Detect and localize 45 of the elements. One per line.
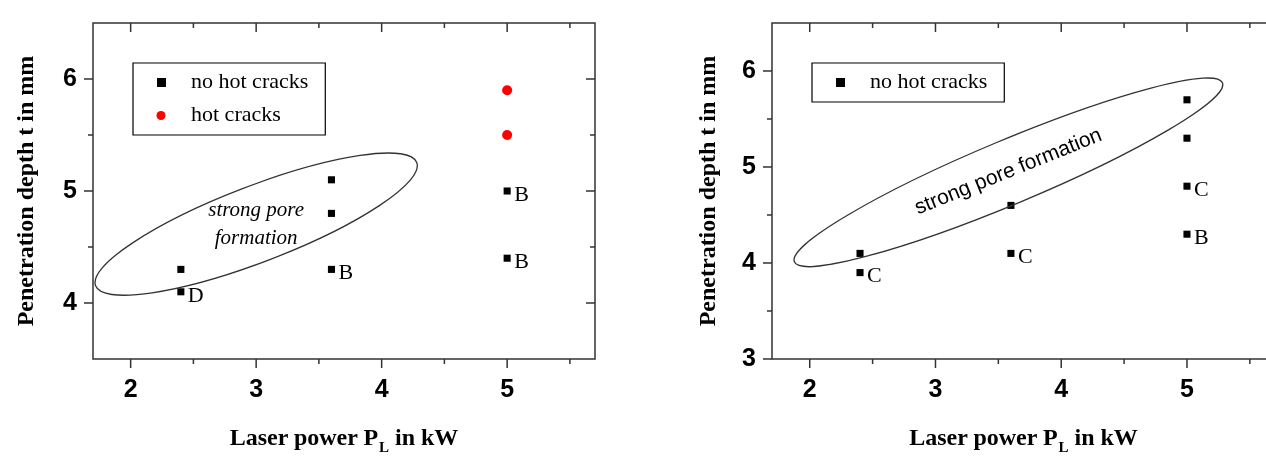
x-tick-label: 4 (1054, 373, 1069, 402)
y-axis-title: Penetration depth t in mm (693, 55, 720, 327)
point (327, 176, 335, 184)
x-tick-label: 5 (500, 373, 515, 402)
x-tick-label: 4 (374, 373, 389, 402)
point (327, 265, 335, 273)
point (327, 209, 335, 217)
y-tick-label: 4 (742, 246, 757, 275)
legend-label: no hot cracks (870, 68, 988, 94)
point (856, 269, 864, 277)
point (503, 254, 511, 262)
annotation: C (1017, 243, 1033, 269)
point (1183, 96, 1191, 104)
x-tick-label: 3 (249, 373, 264, 402)
annotation: B (514, 247, 529, 273)
point (1007, 249, 1015, 257)
y-tick-label: 5 (63, 174, 78, 203)
y-axis-title: Penetration depth t in mm (11, 55, 38, 327)
point (177, 288, 185, 296)
annotation: B (338, 259, 354, 285)
point (1183, 182, 1191, 190)
y-tick-label: 3 (742, 342, 756, 371)
annotation: strong pore formation (208, 197, 305, 250)
x-tick-label: 2 (802, 373, 817, 402)
annotation: B (514, 180, 529, 206)
point (856, 249, 864, 257)
point (177, 265, 185, 273)
point (502, 130, 513, 140)
y-tick-label: 6 (742, 54, 756, 83)
annotation: C (1193, 175, 1209, 201)
legend-label: no hot cracks (191, 68, 309, 94)
y-tick-label: 6 (63, 62, 77, 91)
point (1183, 134, 1191, 142)
annotation: D (187, 281, 204, 307)
x-tick-label: 5 (1180, 373, 1195, 402)
point (502, 85, 513, 96)
x-tick-label: 3 (928, 373, 943, 402)
annotation: C (867, 262, 882, 288)
y-tick-label: 5 (742, 150, 757, 179)
point (1183, 230, 1191, 238)
x-tick-label: 2 (123, 373, 138, 402)
point (503, 187, 511, 195)
y-tick-label: 4 (63, 286, 78, 315)
annotation: B (1193, 223, 1209, 249)
legend-label: hot cracks (191, 101, 281, 127)
